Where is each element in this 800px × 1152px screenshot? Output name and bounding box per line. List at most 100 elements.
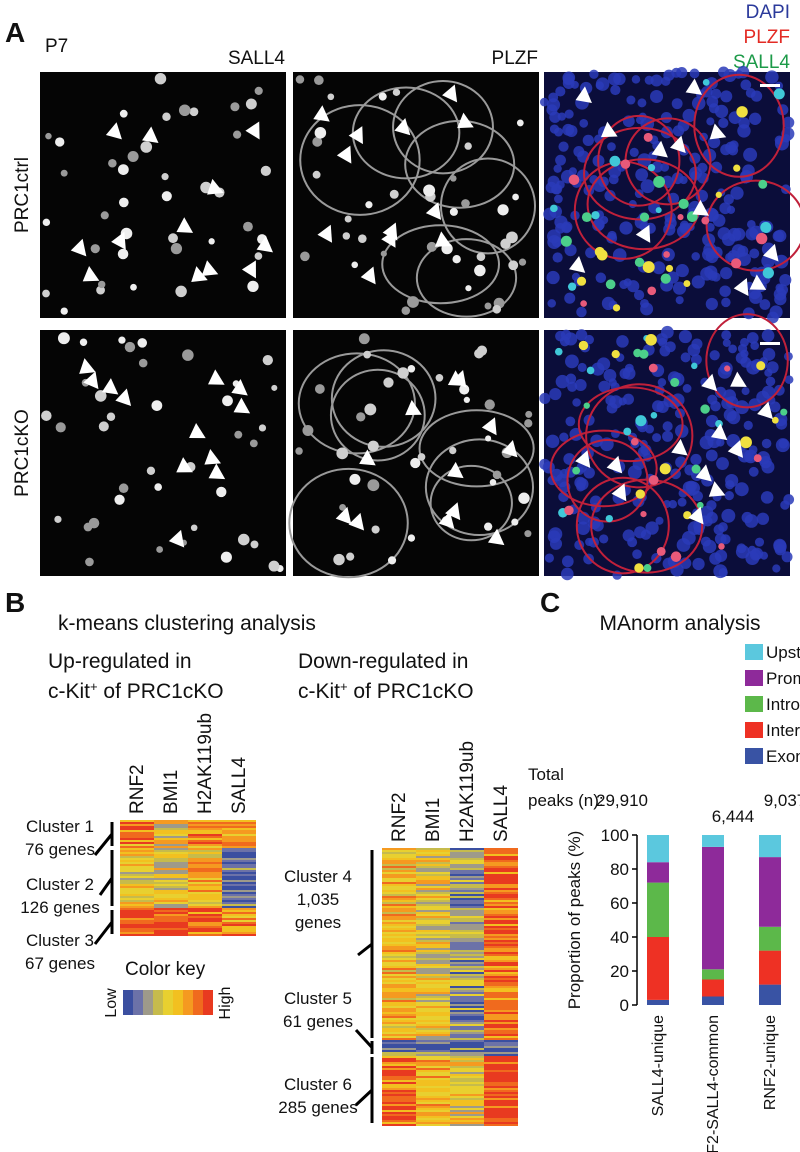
cell [94,390,107,402]
cell [572,466,581,475]
heatmap-row [484,1026,518,1028]
heatmap-row [450,952,484,954]
nucleus [784,375,794,384]
nucleus [607,230,617,240]
heatmap-row [484,878,518,880]
heatmap-row [188,898,222,900]
heatmap-row [120,874,154,876]
heatmap-row [120,860,154,862]
heatmap-row [154,868,188,870]
arrowhead [394,118,411,136]
heatmap-row [484,1032,518,1034]
scale-bar [760,84,780,87]
cell [576,276,587,286]
nucleus [682,481,696,494]
heatmap-row [120,824,154,826]
heatmap-row [154,934,188,936]
nucleus [725,473,739,488]
heatmap-row [484,1098,518,1100]
heatmap-row [450,850,484,852]
heatmap-row [416,1124,450,1126]
heatmap-row [416,1004,450,1006]
cell [302,425,314,437]
heatmap-row [382,1110,416,1112]
arrowhead [176,457,193,473]
heatmap-row [188,882,222,884]
heatmap-row [416,958,450,960]
cell [295,447,303,455]
heatmap-row [484,1108,518,1110]
heatmap-row [222,908,256,910]
cell [268,560,280,572]
cell [581,212,592,223]
heatmap-row [188,884,222,886]
cluster-label: Cluster 1 [26,817,94,836]
heatmap-row [416,882,450,884]
heatmap-row [416,950,450,952]
arrowhead [168,529,185,548]
nucleus [719,202,732,215]
heatmap-row [484,1042,518,1044]
nucleus [627,280,640,293]
tubule [429,464,513,542]
heatmap-row [484,1120,518,1122]
arrowhead [757,401,773,420]
heatmap-row [188,892,222,894]
nucleus [705,222,715,232]
heatmap-row [120,832,154,834]
nucleus [544,553,554,563]
heatmap-row [154,844,188,846]
heatmap-row [154,928,188,930]
heatmap-row [450,1006,484,1008]
nucleus [773,287,787,301]
heatmap-row [416,874,450,876]
nucleus [595,77,610,91]
heatmap-row [416,1044,450,1046]
nucleus [720,90,733,103]
heatmap-row [382,1046,416,1048]
heatmap-row [450,858,484,860]
heatmap-row [484,880,518,882]
cell [586,366,595,375]
heatmap-row [188,890,222,892]
heatmap-row [450,886,484,888]
cell [715,191,722,198]
cell [484,302,492,310]
cell [118,336,126,344]
heatmap-row [120,844,154,846]
heatmap-row [450,856,484,858]
heatmap-row [450,1002,484,1004]
cell [758,179,768,189]
cell [230,102,240,112]
heatmap-row [382,862,416,864]
heatmap-row [416,1088,450,1090]
heatmap-row [120,828,154,830]
nucleus [652,400,664,413]
heatmap-row [382,1050,416,1052]
nucleus [634,526,647,539]
heatmap-row [188,878,222,880]
cell [648,475,659,485]
heatmap-row [382,1044,416,1046]
heatmap-row [416,914,450,916]
nucleus [746,332,759,344]
arrowhead [611,483,627,502]
cell [232,130,242,139]
nucleus [740,79,752,91]
heatmap-row [154,862,188,864]
heatmap-row [120,886,154,888]
cell [190,524,198,532]
heatmap-row [484,848,518,850]
heatmap-row [484,1100,518,1102]
micrograph [293,72,539,318]
heatmap-row [416,1072,450,1074]
nucleus [661,325,674,339]
cell [383,377,394,388]
heatmap-row [416,1054,450,1056]
heatmap-row [188,904,222,906]
cell [756,361,766,371]
heatmap-row [484,992,518,994]
cell [642,261,655,274]
cell [512,193,519,201]
arrowhead [425,202,442,220]
